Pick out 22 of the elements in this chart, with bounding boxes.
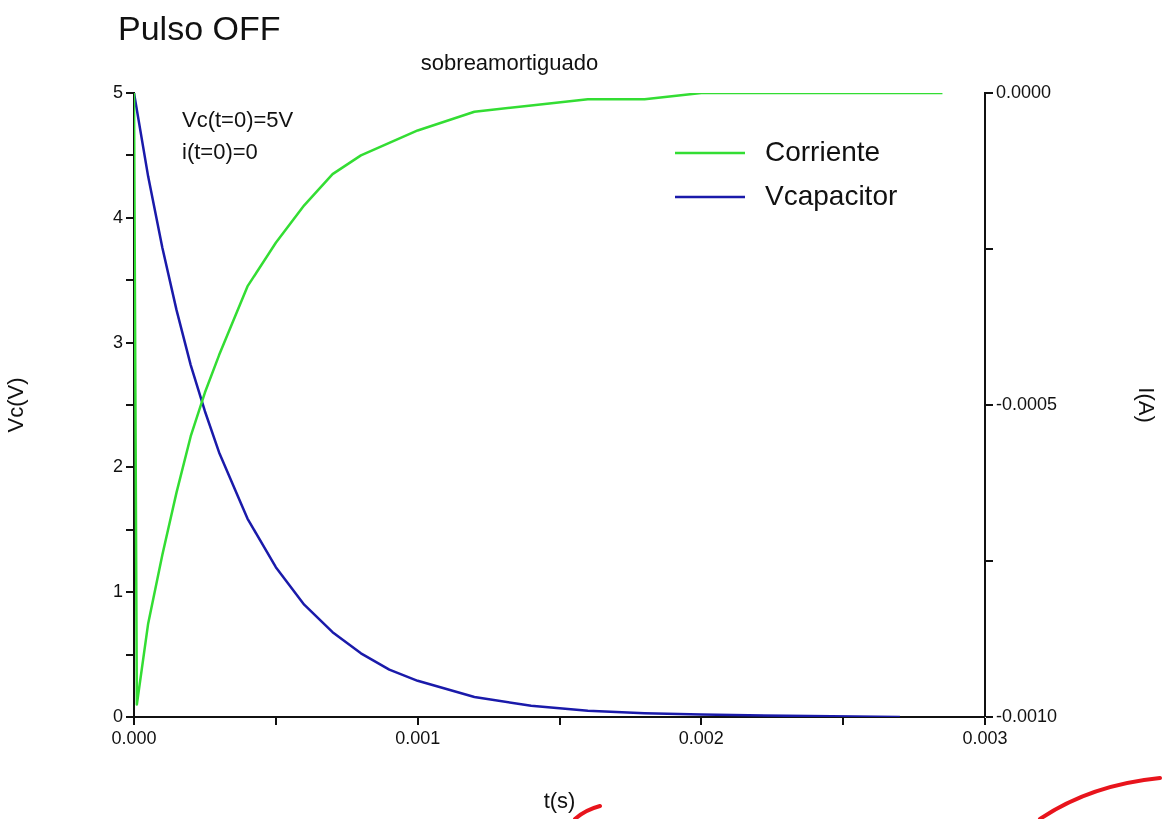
y-axis-title: Vc(V) <box>3 377 29 433</box>
chart-title: Pulso OFF <box>118 9 281 47</box>
y-tick-label: 4 <box>112 206 123 227</box>
y2-axis-title: I(A) <box>1133 387 1159 423</box>
annotation: i(t=0)=0 <box>182 139 258 164</box>
chart-subtitle: sobreamortiguado <box>420 50 599 75</box>
x-tick-label: 0.001 <box>395 727 441 748</box>
y-tick-label: 2 <box>112 456 123 477</box>
y2-tick-label: 0.0000 <box>996 81 1052 102</box>
y-tick-label: 1 <box>112 581 123 602</box>
legend-label: Corriente <box>765 135 881 167</box>
x-tick-label: 0.000 <box>111 727 157 748</box>
y-tick-label: 3 <box>112 331 123 352</box>
y-tick-label: 0 <box>112 705 123 726</box>
x-tick-label: 0.002 <box>678 727 724 748</box>
annotation: Vc(t=0)=5V <box>182 107 294 132</box>
legend-label: Vcapacitor <box>765 179 898 211</box>
y2-tick-label: -0.0010 <box>996 705 1058 726</box>
x-axis-title: t(s) <box>543 787 576 813</box>
x-tick-label: 0.003 <box>962 727 1008 748</box>
y2-tick-label: -0.0005 <box>996 393 1058 414</box>
y-tick-label: 5 <box>112 81 123 102</box>
